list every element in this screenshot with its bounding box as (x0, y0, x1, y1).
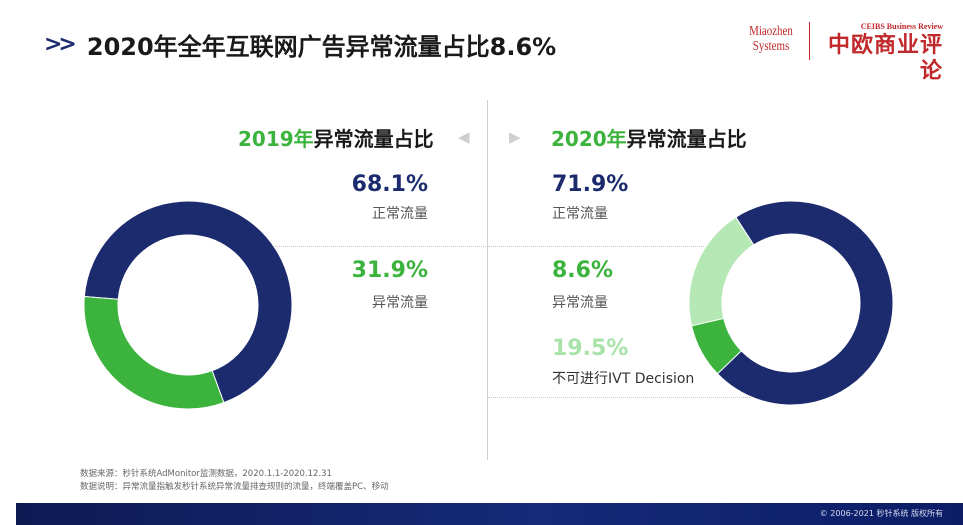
miaozhen-logo: Miaozhen Systems (738, 24, 804, 54)
copyright-text: © 2006-2021 秒针系统 版权所有 (819, 509, 943, 518)
arrow-right-icon[interactable]: ▶ (509, 128, 521, 146)
ceibs-logo: CEIBS Business Review 中欧商业评论 (818, 22, 943, 84)
chart-2019-title: 2019年异常流量占比 (238, 123, 434, 152)
footer-bar: © 2006-2021 秒针系统 版权所有 (16, 503, 963, 525)
left-separator (258, 246, 488, 247)
chart-2020-title: 2020年异常流量占比 (551, 123, 747, 152)
miaozhen-logo-line2: Systems (752, 39, 790, 54)
donut-chart-2020 (688, 200, 894, 406)
footnote-source: 数据来源：秒针系统AdMonitor监测数据，2020.1.1-2020.12.… (80, 469, 332, 479)
chart-2019-normal-value: 68.1% (351, 172, 428, 197)
chart-2020-normal-value: 71.9% (552, 172, 629, 197)
chart-2020-title-rest: 异常流量占比 (626, 127, 747, 151)
chart-2020-normal-label: 正常流量 (552, 206, 608, 222)
donut-chart-2019 (83, 200, 293, 410)
panel-divider (487, 100, 488, 460)
chart-2020-abnormal-value: 8.6% (552, 258, 614, 283)
right-separator-1 (488, 246, 720, 247)
chart-2019-abnormal-label: 异常流量 (372, 295, 428, 311)
ceibs-logo-en: CEIBS Business Review (860, 22, 943, 31)
right-separator-2 (488, 397, 778, 398)
chart-2019-title-rest: 异常流量占比 (313, 127, 434, 151)
chart-2019-normal-label: 正常流量 (372, 206, 428, 222)
arrow-left-icon[interactable]: ◀ (458, 128, 470, 146)
title-row: >> 2020年全年互联网广告异常流量占比8.6% (44, 26, 556, 62)
double-chevron-icon: >> (44, 31, 77, 57)
chart-2020-abnormal-label: 异常流量 (552, 295, 608, 311)
chart-2020-ivt-value: 19.5% (552, 336, 629, 361)
chart-2020-ivt-label: 不可进行IVT Decision (552, 371, 695, 387)
chart-2019-abnormal-value: 31.9% (351, 258, 428, 283)
miaozhen-logo-line1: Miaozhen (749, 24, 793, 39)
footnote-definition: 数据说明：异常流量指触发秒针系统异常流量排查规则的流量，终端覆盖PC、移动 (80, 482, 389, 492)
logo-divider (809, 22, 810, 60)
donut-2020-slice-0 (716, 200, 894, 406)
donut-2019-slice-0 (83, 200, 293, 404)
ceibs-logo-cn: 中欧商业评论 (827, 32, 943, 84)
donut-2019-slice-1 (83, 295, 225, 410)
chart-2020-title-year: 2020年 (551, 127, 627, 151)
footnotes: 数据来源：秒针系统AdMonitor监测数据，2020.1.1-2020.12.… (80, 468, 389, 494)
page-title: 2020年全年互联网广告异常流量占比8.6% (86, 32, 557, 61)
donut-2020-slice-2 (688, 216, 755, 327)
chart-2019-title-year: 2019年 (238, 127, 314, 151)
